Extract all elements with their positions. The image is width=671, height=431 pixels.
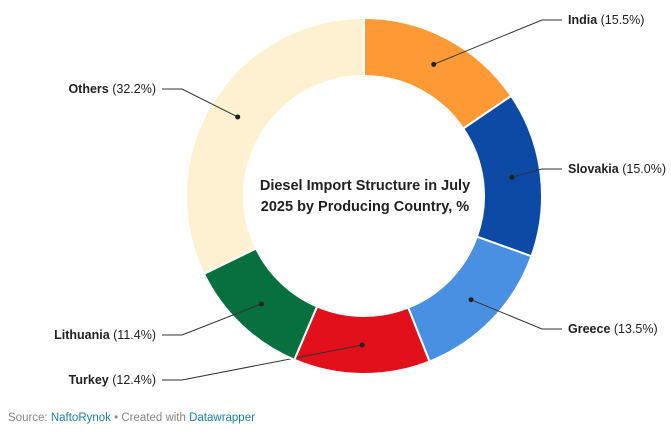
leader-line-others	[162, 88, 238, 118]
datawrapper-link[interactable]: Datawrapper	[189, 412, 255, 424]
leader-line-india	[433, 19, 562, 65]
source-prefix: Source:	[8, 412, 51, 424]
chart-title: Diesel Import Structure in July 2025 by …	[259, 178, 471, 215]
created-with-text: • Created with	[110, 412, 190, 424]
leader-line-lithuania	[162, 303, 262, 336]
leader-dot-greece	[468, 297, 474, 303]
leader-dot-india	[431, 61, 437, 67]
label-turkey: Turkey (12.4%)	[69, 373, 156, 387]
label-others: Others (32.2%)	[68, 82, 156, 96]
footer: Source: NaftoRynok • Created with Datawr…	[8, 412, 255, 424]
leader-line-greece	[470, 299, 562, 330]
leader-dot-turkey	[359, 342, 365, 348]
leader-dot-lithuania	[258, 301, 264, 307]
source-link[interactable]: NaftoRynok	[50, 412, 111, 424]
label-lithuania: Lithuania (11.4%)	[54, 328, 156, 342]
leader-dot-others	[235, 114, 241, 120]
leader-dot-slovakia	[509, 174, 515, 180]
leader-line-slovakia	[511, 168, 562, 178]
label-slovakia: Slovakia (15.0%)	[568, 162, 666, 176]
leader-line-turkey	[162, 344, 363, 381]
label-india: India (15.5%)	[568, 13, 644, 27]
slice-others	[185, 16, 365, 276]
label-greece: Greece (13.5%)	[568, 322, 658, 336]
slice-turkey	[293, 305, 431, 375]
